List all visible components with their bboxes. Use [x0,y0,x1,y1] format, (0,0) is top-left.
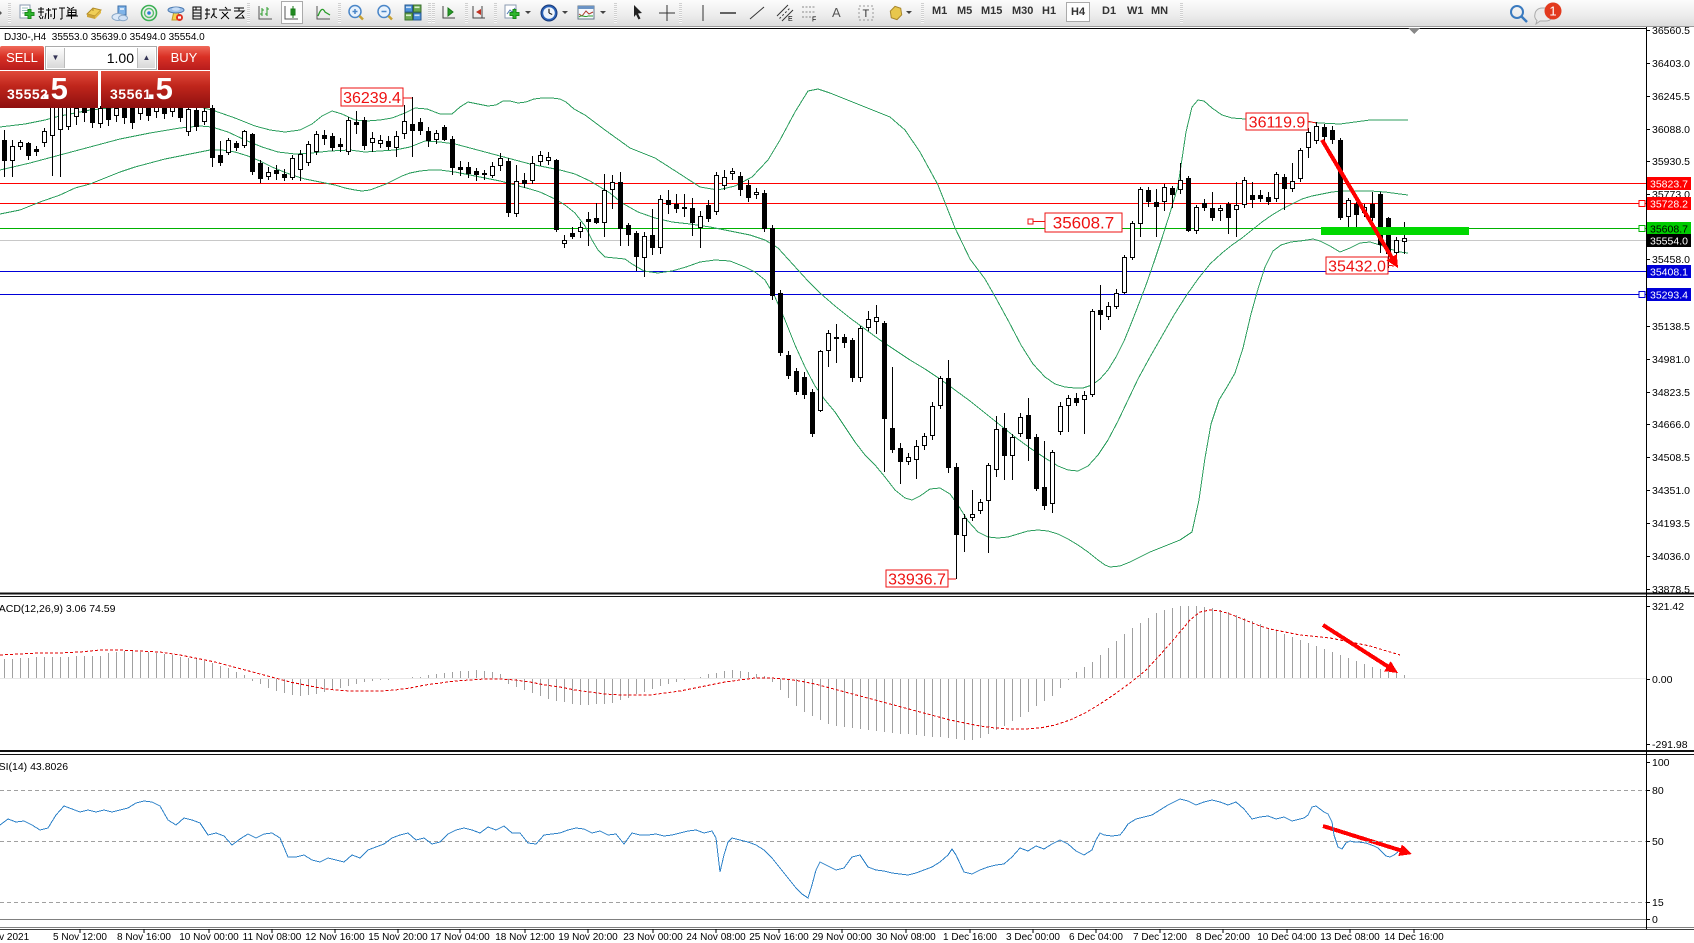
svg-text:36119.9: 36119.9 [1249,114,1306,131]
svg-text:25 Nov 16:00: 25 Nov 16:00 [749,932,809,943]
svg-text:DJ30-,H4 35553.0 35639.0 3549: DJ30-,H4 35553.0 35639.0 35494.0 35554.0 [4,32,205,43]
svg-text:35554.0: 35554.0 [1650,236,1688,248]
svg-text:1 Dec 16:00: 1 Dec 16:00 [943,932,997,943]
svg-text:RSI(14) 43.8026: RSI(14) 43.8026 [0,761,68,773]
svg-text:1: 1 [1549,4,1556,19]
svg-text:8 Nov 16:00: 8 Nov 16:00 [117,932,171,943]
svg-text:15: 15 [1652,897,1664,909]
svg-text:14 Dec 16:00: 14 Dec 16:00 [1384,932,1444,943]
svg-text:6 Dec 04:00: 6 Dec 04:00 [1069,932,1123,943]
svg-text:19 Nov 20:00: 19 Nov 20:00 [558,932,618,943]
svg-text:34193.5: 34193.5 [1652,518,1690,530]
svg-text:MACD(12,26,9) 3.06 74.59: MACD(12,26,9) 3.06 74.59 [0,603,116,615]
svg-text:36088.0: 36088.0 [1652,124,1690,136]
svg-text:34981.0: 34981.0 [1652,354,1690,366]
svg-text:36560.5: 36560.5 [1652,25,1690,37]
svg-text:10 Nov 00:00: 10 Nov 00:00 [179,932,239,943]
svg-text:35608.7: 35608.7 [1053,214,1114,233]
svg-text:7 Dec 12:00: 7 Dec 12:00 [1133,932,1187,943]
svg-text:18 Nov 12:00: 18 Nov 12:00 [495,932,555,943]
svg-text:35458.0: 35458.0 [1652,254,1690,266]
svg-text:23 Nov 00:00: 23 Nov 00:00 [623,932,683,943]
svg-text:-291.98: -291.98 [1652,739,1688,751]
svg-text:35432.0: 35432.0 [1328,258,1386,275]
svg-text:15 Nov 20:00: 15 Nov 20:00 [368,932,428,943]
svg-text:321.42: 321.42 [1652,601,1684,613]
svg-text:80: 80 [1652,785,1664,797]
svg-text:35293.4: 35293.4 [1650,290,1688,302]
svg-text:F: F [812,17,816,23]
svg-text:29 Nov 00:00: 29 Nov 00:00 [812,932,872,943]
svg-text:11 Nov 08:00: 11 Nov 08:00 [243,932,302,943]
svg-text:35823.7: 35823.7 [1650,179,1688,191]
svg-text:4 Nov 2021: 4 Nov 2021 [0,932,30,943]
svg-text:T: T [863,8,870,20]
svg-text:34351.0: 34351.0 [1652,485,1690,497]
svg-text:0.00: 0.00 [1652,674,1673,686]
svg-text:33936.7: 33936.7 [888,571,946,588]
svg-text:12 Nov 16:00: 12 Nov 16:00 [305,932,365,943]
svg-text:50: 50 [1652,836,1664,848]
svg-text:36239.4: 36239.4 [343,90,401,107]
svg-text:35608.7: 35608.7 [1650,224,1688,236]
svg-text:34508.5: 34508.5 [1652,452,1690,464]
svg-text:0: 0 [1652,914,1658,926]
svg-text:34036.0: 34036.0 [1652,551,1690,563]
svg-text:35930.5: 35930.5 [1652,156,1690,168]
svg-text:35138.5: 35138.5 [1652,321,1690,333]
svg-text:34666.0: 34666.0 [1652,419,1690,431]
svg-text:35408.1: 35408.1 [1650,267,1688,279]
svg-text:5 Nov 12:00: 5 Nov 12:00 [53,932,107,943]
svg-text:8 Dec 20:00: 8 Dec 20:00 [1196,932,1250,943]
svg-text:17 Nov 04:00: 17 Nov 04:00 [430,932,490,943]
svg-text:36403.0: 36403.0 [1652,58,1690,70]
svg-text:3 Dec 00:00: 3 Dec 00:00 [1006,932,1060,943]
svg-text:33878.5: 33878.5 [1652,584,1690,596]
svg-text:13 Dec 08:00: 13 Dec 08:00 [1320,932,1380,943]
svg-text:100: 100 [1652,757,1670,769]
svg-text:35728.2: 35728.2 [1650,199,1688,211]
svg-text:E: E [788,16,793,22]
svg-text:36245.5: 36245.5 [1652,91,1690,103]
svg-text:30 Nov 08:00: 30 Nov 08:00 [876,932,936,943]
svg-text:24 Nov 08:00: 24 Nov 08:00 [686,932,746,943]
svg-text:34823.5: 34823.5 [1652,387,1690,399]
svg-text:10 Dec 04:00: 10 Dec 04:00 [1257,932,1317,943]
